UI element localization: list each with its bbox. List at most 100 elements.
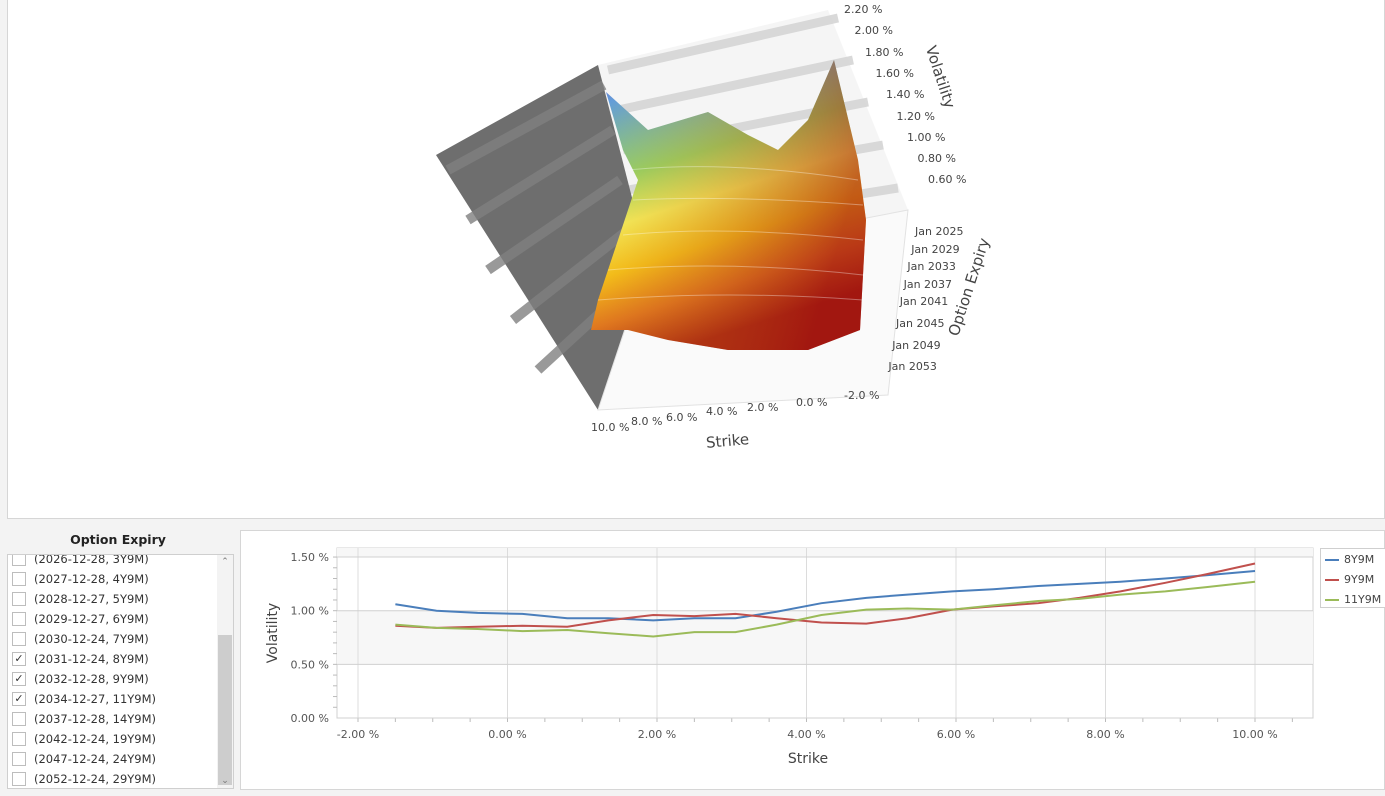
- band: [337, 610, 1313, 665]
- expiry-label: (2032-12-28, 9Y9M): [34, 672, 149, 686]
- legend-label: 9Y9M: [1344, 573, 1375, 586]
- expiry-list-item[interactable]: ✓ (2032-12-28, 9Y9M): [12, 669, 149, 689]
- series-line-8Y9M: [395, 570, 1256, 622]
- expiry-tick: Jan 2049: [892, 338, 941, 352]
- x-tick-label: 6.00 %: [937, 728, 975, 741]
- expiry-label: (2037-12-28, 14Y9M): [34, 712, 157, 726]
- expiry-tick: Jan 2045: [896, 317, 945, 330]
- legend-label: 8Y9M: [1344, 553, 1375, 566]
- volatility-tick: 2.00 %: [854, 24, 893, 38]
- expiry-label: (2030-12-24, 7Y9M): [34, 632, 149, 646]
- scrollbar-thumb[interactable]: [218, 635, 232, 785]
- expiry-tick: Jan 2029: [911, 242, 960, 256]
- x-tick-label: 8.00 %: [1086, 728, 1124, 741]
- series-line-9Y9M: [395, 562, 1256, 629]
- expiry-list-item[interactable]: (2029-12-27, 6Y9M): [12, 609, 149, 629]
- expiry-list-item[interactable]: (2052-12-24, 29Y9M): [12, 769, 157, 788]
- y-tick-label: 1.00 %: [291, 605, 329, 618]
- option-expiry-list[interactable]: (2026-12-28, 3Y9M) (2027-12-28, 4Y9M) (202…: [7, 554, 234, 789]
- expiry-list-item[interactable]: (2047-12-24, 24Y9M): [12, 749, 156, 769]
- band: [337, 548, 1313, 558]
- checkbox[interactable]: [12, 612, 26, 626]
- strike-tick: 6.0 %: [666, 411, 698, 424]
- volatility-tick: 1.40 %: [886, 88, 925, 102]
- legend-swatch: [1325, 598, 1339, 601]
- legend-item: 11Y9M: [1325, 593, 1381, 606]
- checkbox[interactable]: [12, 555, 26, 566]
- volatility-tick: 1.20 %: [896, 109, 935, 123]
- expiry-list-item[interactable]: (2042-12-24, 19Y9M): [12, 729, 156, 749]
- checkbox[interactable]: [12, 572, 26, 586]
- surface-canvas: [436, 10, 909, 411]
- expiry-label: (2031-12-24, 8Y9M): [34, 652, 149, 666]
- option-expiry-panel: Option Expiry (2026-12-28, 3Y9M) (2027-12…: [0, 522, 236, 796]
- volatility-surface-3d[interactable]: Volatility Option Expiry Strike 2.20 % 2.…: [7, 0, 1385, 519]
- strike-tick: 8.0 %: [631, 415, 663, 428]
- legend-swatch: [1325, 558, 1339, 561]
- y-tick-label: 0.00 %: [291, 712, 329, 725]
- strike-tick: 10.0 %: [591, 421, 630, 434]
- y-tick-label: 1.50 %: [291, 551, 329, 564]
- volatility-tick: 1.60 %: [875, 66, 914, 80]
- expiry-label: (2047-12-24, 24Y9M): [34, 752, 157, 766]
- expiry-label: (2028-12-27, 5Y9M): [34, 592, 149, 606]
- line-chart: -2.00 % 0.00 % 2.00 % 4.00 % 6.00 % 8.00 % 10.…: [265, 547, 1314, 767]
- x-axis-title: Strike: [788, 751, 828, 767]
- checkbox[interactable]: ✓: [12, 652, 26, 666]
- expiry-tick: Jan 2033: [907, 260, 956, 274]
- expiry-list-item[interactable]: (2037-12-28, 14Y9M): [12, 709, 156, 729]
- y-tick-label: 0.50 %: [291, 658, 329, 671]
- chart-legend: 8Y9M 9Y9M 11Y9M: [1320, 548, 1385, 608]
- expiry-tick: Jan 2053: [888, 360, 937, 374]
- scroll-up-icon[interactable]: ⌃: [221, 557, 229, 567]
- volatility-tick: 1.80 %: [865, 45, 904, 59]
- expiry-list-item[interactable]: (2027-12-28, 4Y9M): [12, 569, 149, 589]
- scrollbar[interactable]: ⌃ ⌄: [217, 555, 233, 788]
- x-tick-label: -2.00 %: [337, 728, 379, 741]
- volatility-tick: 1.00 %: [907, 130, 946, 144]
- volatility-tick: 0.80 %: [917, 152, 956, 166]
- strike-tick: 0.0 %: [796, 396, 828, 409]
- x-tick-label: 10.00 %: [1232, 728, 1277, 741]
- expiry-list-item[interactable]: (2030-12-24, 7Y9M): [12, 629, 149, 649]
- expiry-label: (2042-12-24, 19Y9M): [34, 732, 157, 746]
- option-expiry-title: Option Expiry: [70, 532, 166, 547]
- checkbox[interactable]: ✓: [12, 692, 26, 706]
- volatility-smile-chart: -2.00 % 0.00 % 2.00 % 4.00 % 6.00 % 8.00 % 10.…: [240, 530, 1385, 790]
- scroll-down-icon[interactable]: ⌄: [221, 776, 229, 786]
- series-line-11Y9M: [395, 580, 1256, 638]
- y-axis-title: Volatility: [265, 603, 281, 663]
- legend-item: 8Y9M: [1325, 553, 1374, 566]
- legend-swatch: [1325, 578, 1339, 581]
- expiry-list-item[interactable]: (2028-12-27, 5Y9M): [12, 589, 149, 609]
- expiry-tick: Jan 2041: [899, 295, 949, 309]
- checkbox[interactable]: [12, 752, 26, 766]
- legend-item: 9Y9M: [1325, 573, 1374, 586]
- x-tick-label: 2.00 %: [638, 728, 676, 741]
- expiry-tick: Jan 2037: [903, 277, 953, 291]
- volatility-tick: 2.20 %: [844, 3, 883, 16]
- volatility-tick: 0.60 %: [928, 173, 967, 187]
- checkbox[interactable]: [12, 632, 26, 646]
- strike-axis-title: Strike: [705, 430, 750, 452]
- expiry-list-item[interactable]: ✓ (2034-12-27, 11Y9M): [12, 689, 156, 709]
- expiry-label: (2027-12-28, 4Y9M): [34, 572, 149, 586]
- strike-tick: -2.0 %: [844, 389, 880, 402]
- checkbox[interactable]: ✓: [12, 672, 26, 686]
- expiry-label: (2052-12-24, 29Y9M): [34, 772, 157, 786]
- checkbox[interactable]: [12, 592, 26, 606]
- x-tick-label: 0.00 %: [488, 728, 526, 741]
- expiry-label: (2026-12-28, 3Y9M): [34, 554, 149, 566]
- x-tick-label: 4.00 %: [787, 728, 825, 741]
- checkbox[interactable]: [12, 732, 26, 746]
- legend-label: 11Y9M: [1344, 593, 1382, 606]
- expiry-tick: Jan 2025: [915, 225, 964, 238]
- strike-tick: 2.0 %: [747, 401, 779, 414]
- checkbox[interactable]: [12, 772, 26, 786]
- expiry-label: (2029-12-27, 6Y9M): [34, 612, 149, 626]
- expiry-list-item[interactable]: ✓ (2031-12-24, 8Y9M): [12, 649, 149, 669]
- checkbox[interactable]: [12, 712, 26, 726]
- strike-tick: 4.0 %: [706, 405, 738, 418]
- expiry-label: (2034-12-27, 11Y9M): [34, 692, 157, 706]
- expiry-list-item[interactable]: (2026-12-28, 3Y9M): [12, 554, 149, 569]
